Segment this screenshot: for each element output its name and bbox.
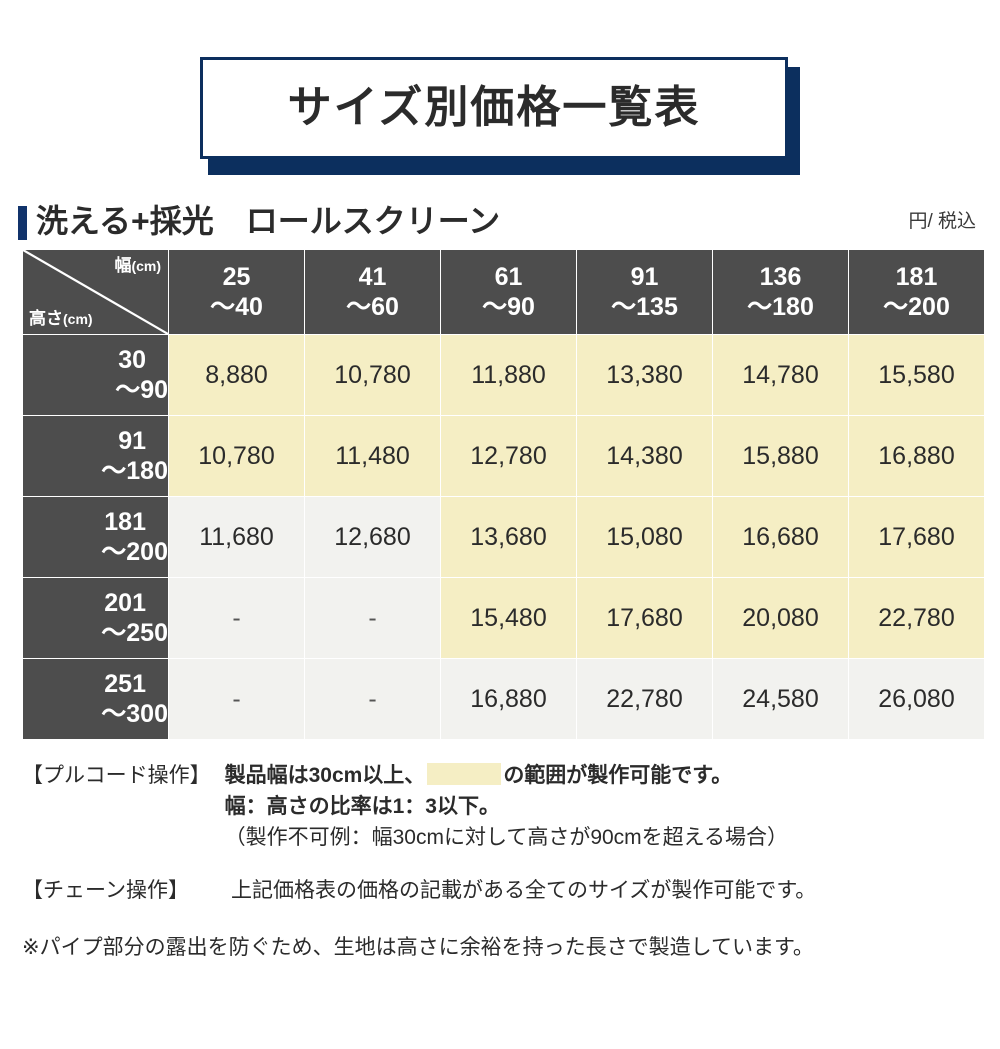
table-header-row: 幅(cm) 高さ(cm) 25 〜40 41 〜60 61 〜90 91 〜	[22, 249, 985, 335]
price-cell: 20,080	[712, 577, 849, 659]
table-row: 30 〜90 8,880 10,780 11,880 13,380 14,780…	[22, 334, 985, 416]
row-header-4: 251 〜300	[22, 658, 169, 740]
price-cell: 16,680	[712, 496, 849, 578]
price-cell: 15,580	[848, 334, 985, 416]
note-pullcord-line2: 幅：高さの比率は1：3以下。	[224, 795, 500, 818]
price-cell: 24,580	[712, 658, 849, 740]
price-cell: 11,880	[440, 334, 577, 416]
column-header-range-start: 136	[759, 263, 802, 291]
column-header-range-start: 91	[630, 263, 659, 291]
row-header-range-end: 〜300	[101, 700, 168, 728]
corner-height-label: 高さ(cm)	[29, 309, 93, 328]
table-corner-cell: 幅(cm) 高さ(cm)	[22, 249, 169, 335]
title-box: サイズ別価格一覧表	[200, 57, 788, 159]
row-header-range-end: 〜180	[101, 457, 168, 485]
note-pullcord-line3: （製作不可例：幅30cmに対して高さが90cmを超える場合）	[224, 826, 789, 849]
note-pullcord-body: 製品幅は30cm以上、 の範囲が製作可能です。 幅：高さの比率は1：3以下。 （製…	[225, 760, 978, 853]
row-header-range-start: 181	[104, 508, 146, 536]
row-header-range-start: 91	[118, 427, 146, 455]
price-cell: 11,680	[168, 496, 305, 578]
column-header-3: 91 〜135	[576, 249, 713, 335]
price-cell: 13,380	[576, 334, 713, 416]
note-chain-body: 上記価格表の価格の記載がある全てのサイズが製作可能です。	[231, 875, 978, 906]
price-cell: 15,480	[440, 577, 577, 659]
column-header-2: 61 〜90	[440, 249, 577, 335]
row-header-range-end: 〜200	[101, 538, 168, 566]
note-chain-label: 【チェーン操作】	[22, 879, 189, 902]
row-header-3: 201 〜250	[22, 577, 169, 659]
column-header-range-start: 41	[358, 263, 387, 291]
price-cell: 15,080	[576, 496, 713, 578]
price-cell: 16,880	[848, 415, 985, 497]
highlight-color-swatch	[427, 763, 502, 785]
note-line1-after: の範囲が製作可能です。	[503, 764, 733, 787]
column-header-range-end: 〜180	[747, 293, 814, 321]
row-header-1: 91 〜180	[22, 415, 169, 497]
row-header-range-start: 30	[118, 346, 146, 374]
table-row: 181 〜200 11,680 12,680 13,680 15,080 16,…	[22, 496, 985, 578]
note-pullcord-line1: 製品幅は30cm以上、 の範囲が製作可能です。	[225, 760, 978, 791]
product-name: 洗える+採光 ロールスクリーン	[36, 203, 501, 239]
price-cell: 22,780	[576, 658, 713, 740]
accent-bar-icon	[18, 206, 27, 240]
column-header-range-end: 〜135	[611, 293, 678, 321]
column-header-range-end: 〜60	[346, 293, 399, 321]
page-title: サイズ別価格一覧表	[287, 83, 701, 132]
row-header-2: 181 〜200	[22, 496, 169, 578]
column-header-range-start: 61	[494, 263, 523, 291]
price-cell: -	[168, 577, 305, 659]
price-table-wrapper: 幅(cm) 高さ(cm) 25 〜40 41 〜60 61 〜90 91 〜	[22, 249, 985, 740]
note-pullcord-label: 【プルコード操作】	[22, 764, 211, 787]
price-cell: 17,680	[576, 577, 713, 659]
note-pullcord: 【プルコード操作】 製品幅は30cm以上、 の範囲が製作可能です。 幅：高さの比率…	[22, 760, 978, 853]
price-cell: 16,880	[440, 658, 577, 740]
price-table: 幅(cm) 高さ(cm) 25 〜40 41 〜60 61 〜90 91 〜	[22, 249, 985, 740]
price-cell: 12,780	[440, 415, 577, 497]
note-chain-line1: 上記価格表の価格の記載がある全てのサイズが製作可能です。	[230, 879, 817, 902]
row-header-range-end: 〜90	[115, 376, 168, 404]
page-title-banner: サイズ別価格一覧表	[0, 49, 1000, 175]
column-header-5: 181 〜200	[848, 249, 985, 335]
price-cell: 22,780	[848, 577, 985, 659]
price-cell: 17,680	[848, 496, 985, 578]
column-header-range-end: 〜90	[482, 293, 535, 321]
diagonal-divider-icon	[23, 250, 168, 334]
price-cell: 8,880	[168, 334, 305, 416]
column-header-1: 41 〜60	[304, 249, 441, 335]
corner-width-label: 幅(cm)	[114, 256, 161, 275]
note-line1-before: 製品幅は30cm以上、	[224, 764, 426, 787]
price-cell: 14,380	[576, 415, 713, 497]
column-header-0: 25 〜40	[168, 249, 305, 335]
price-cell: -	[168, 658, 305, 740]
table-row: 251 〜300 - - 16,880 22,780 24,580 26,080	[22, 658, 985, 740]
product-subtitle-row: 洗える+採光 ロールスクリーン 円/ 税込	[0, 197, 1000, 249]
price-cell: 26,080	[848, 658, 985, 740]
note-asterisk: ※パイプ部分の露出を防ぐため、生地は高さに余裕を持った長さで製造しています。	[22, 936, 814, 959]
column-header-4: 136 〜180	[712, 249, 849, 335]
price-cell: 14,780	[712, 334, 849, 416]
price-cell: 15,880	[712, 415, 849, 497]
note-chain: 【チェーン操作】 上記価格表の価格の記載がある全てのサイズが製作可能です。	[22, 875, 978, 906]
price-cell: 12,680	[304, 496, 441, 578]
row-header-range-end: 〜250	[101, 619, 168, 647]
column-header-range-start: 181	[895, 263, 938, 291]
price-unit-label: 円/ 税込	[908, 211, 976, 232]
row-header-0: 30 〜90	[22, 334, 169, 416]
price-cell: 10,780	[168, 415, 305, 497]
notes-section: 【プルコード操作】 製品幅は30cm以上、 の範囲が製作可能です。 幅：高さの比率…	[22, 760, 978, 963]
table-row: 201 〜250 - - 15,480 17,680 20,080 22,780	[22, 577, 985, 659]
price-cell: 11,480	[304, 415, 441, 497]
price-cell: 10,780	[304, 334, 441, 416]
price-cell: -	[304, 577, 441, 659]
table-row: 91 〜180 10,780 11,480 12,780 14,380 15,8…	[22, 415, 985, 497]
price-cell: 13,680	[440, 496, 577, 578]
column-header-range-start: 25	[222, 263, 251, 291]
row-header-range-start: 251	[104, 670, 146, 698]
row-header-range-start: 201	[104, 589, 146, 617]
column-header-range-end: 〜200	[883, 293, 950, 321]
column-header-range-end: 〜40	[210, 293, 263, 321]
price-cell: -	[304, 658, 441, 740]
